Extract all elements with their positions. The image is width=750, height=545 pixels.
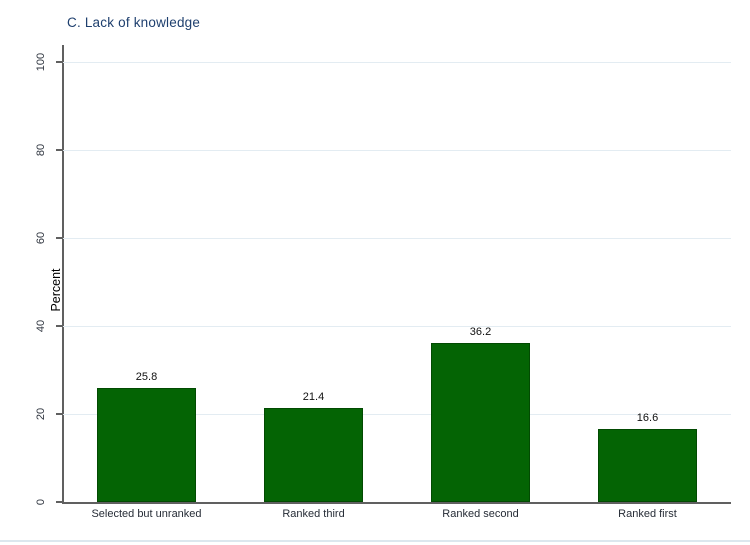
bar-4: [598, 428, 697, 502]
gridline-100: [63, 61, 731, 63]
y-tick-mark-80: [56, 149, 62, 151]
gridline-20: [63, 413, 731, 415]
x-category-label-3: Ranked second: [442, 508, 519, 520]
bar-3: [431, 342, 530, 502]
x-category-label-2: Ranked third: [282, 508, 345, 520]
gridline-80: [63, 149, 731, 151]
y-tick-mark-0: [56, 501, 62, 503]
x-category-label-4: Ranked first: [618, 508, 677, 520]
plot-area: Percent 0 20 40 60 80 100 25.8 Selected but unr…: [35, 45, 731, 520]
y-tick-label-20: 20: [35, 407, 47, 421]
bottom-edge-line: [0, 540, 750, 542]
y-tick-mark-40: [56, 325, 62, 327]
bar-1: [97, 388, 196, 502]
y-axis-line: [62, 45, 64, 502]
bar-value-label-4: 16.6: [636, 411, 659, 424]
y-tick-label-100: 100: [35, 52, 47, 72]
x-category-label-1: Selected but unranked: [91, 508, 202, 520]
y-tick-label-80: 80: [35, 143, 47, 157]
chart-title: C. Lack of knowledge: [67, 15, 201, 30]
bar-value-label-1: 25.8: [135, 371, 158, 384]
y-tick-mark-20: [56, 413, 62, 415]
y-tick-label-40: 40: [35, 319, 47, 333]
bar-value-label-3: 36.2: [469, 325, 492, 338]
y-tick-label-60: 60: [35, 231, 47, 245]
bar-2: [264, 407, 363, 502]
y-tick-label-0: 0: [35, 498, 47, 506]
gridline-60: [63, 237, 731, 239]
y-tick-mark-100: [56, 61, 62, 63]
x-axis-line: [62, 502, 731, 504]
gridline-40: [63, 325, 731, 327]
bar-value-label-2: 21.4: [302, 390, 325, 403]
y-tick-mark-60: [56, 237, 62, 239]
